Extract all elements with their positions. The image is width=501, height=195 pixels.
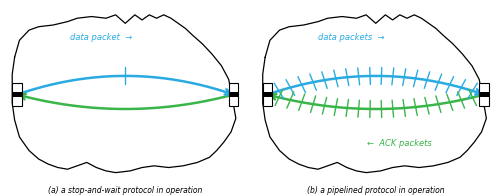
Bar bbox=[479, 83, 488, 106]
Text: data packets  →: data packets → bbox=[319, 33, 385, 42]
Text: ←  ACK packets: ← ACK packets bbox=[367, 139, 432, 148]
Bar bbox=[479, 92, 488, 97]
Bar bbox=[229, 83, 238, 106]
Bar bbox=[13, 92, 22, 97]
Bar bbox=[263, 83, 272, 106]
Text: data packet  →: data packet → bbox=[70, 33, 132, 42]
Bar bbox=[13, 83, 22, 106]
Bar bbox=[263, 92, 272, 97]
Text: (b) a pipelined protocol in operation: (b) a pipelined protocol in operation bbox=[307, 186, 444, 195]
Bar bbox=[229, 92, 238, 97]
Text: (a) a stop-and-wait protocol in operation: (a) a stop-and-wait protocol in operatio… bbox=[48, 186, 202, 195]
